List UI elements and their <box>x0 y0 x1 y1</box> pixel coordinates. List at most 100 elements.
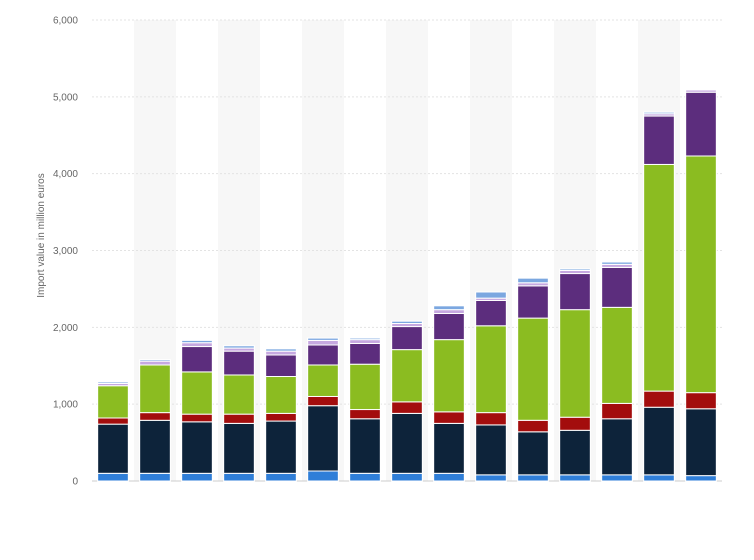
bar-0-segment-1[interactable] <box>97 423 129 474</box>
bar-2-segment-6[interactable] <box>181 339 213 344</box>
bar-2-segment-0[interactable] <box>181 472 213 482</box>
bar-9-segment-2[interactable] <box>475 412 507 426</box>
bar-10-segment-4[interactable] <box>517 285 549 319</box>
bar-7-segment-1[interactable] <box>391 412 423 474</box>
bar-4-segment-6[interactable] <box>265 348 297 352</box>
bar-2-segment-5[interactable] <box>181 342 213 348</box>
bar-12-segment-2[interactable] <box>601 402 633 420</box>
bar-14-segment-1[interactable] <box>685 408 717 477</box>
bar-14-segment-6[interactable] <box>685 88 717 91</box>
bar-3-segment-3[interactable] <box>223 374 255 415</box>
bar-1-segment-5[interactable] <box>139 360 171 366</box>
bar-0-segment-3[interactable] <box>97 385 129 419</box>
bar-6-segment-2[interactable] <box>349 409 381 420</box>
bar-11-segment-6[interactable] <box>559 268 591 271</box>
bar-8-segment-4[interactable] <box>433 313 465 341</box>
bar-2-segment-3[interactable] <box>181 371 213 415</box>
bar-1-segment-2[interactable] <box>139 412 171 421</box>
bar-8-segment-0[interactable] <box>433 472 465 482</box>
bar-5-segment-6[interactable] <box>307 337 339 341</box>
bar-8-segment-6[interactable] <box>433 305 465 311</box>
bar-13-segment-2[interactable] <box>643 390 675 408</box>
y-tick-label-0: 0 <box>72 477 78 488</box>
bar-12-segment-0[interactable] <box>601 474 633 482</box>
bar-4-segment-3[interactable] <box>265 376 297 414</box>
bar-0-segment-6[interactable] <box>97 381 129 384</box>
bar-11-segment-0[interactable] <box>559 474 591 482</box>
bar-14-segment-2[interactable] <box>685 392 717 410</box>
bar-7-segment-6[interactable] <box>391 320 423 325</box>
bar-12-segment-6[interactable] <box>601 261 633 265</box>
bar-6-segment-5[interactable] <box>349 339 381 344</box>
bar-13-segment-3[interactable] <box>643 163 675 392</box>
bar-12-segment-4[interactable] <box>601 266 633 308</box>
bar-4-segment-2[interactable] <box>265 412 297 422</box>
bar-10-segment-6[interactable] <box>517 277 549 284</box>
bar-4-segment-1[interactable] <box>265 420 297 474</box>
bar-9-segment-6[interactable] <box>475 291 507 299</box>
bar-7-segment-2[interactable] <box>391 401 423 414</box>
bar-9-segment-4[interactable] <box>475 299 507 327</box>
bar-1-segment-3[interactable] <box>139 364 171 414</box>
bar-12-segment-1[interactable] <box>601 418 633 476</box>
bar-10-segment-1[interactable] <box>517 431 549 476</box>
bar-4-segment-0[interactable] <box>265 472 297 482</box>
y-tick-label-6000: 6,000 <box>53 16 78 27</box>
bar-7-segment-0[interactable] <box>391 472 423 482</box>
bar-8-segment-5[interactable] <box>433 309 465 315</box>
bar-13-segment-1[interactable] <box>643 406 675 476</box>
bar-11-segment-4[interactable] <box>559 273 591 311</box>
bar-2-segment-2[interactable] <box>181 413 213 423</box>
bar-10-segment-3[interactable] <box>517 317 549 421</box>
bar-14-segment-4[interactable] <box>685 91 717 157</box>
bar-10-segment-2[interactable] <box>517 419 549 433</box>
bar-1-segment-1[interactable] <box>139 419 171 474</box>
bar-6-segment-0[interactable] <box>349 472 381 482</box>
y-tick-label-4000: 4,000 <box>53 169 78 180</box>
bar-3-segment-1[interactable] <box>223 422 255 474</box>
bar-4-segment-5[interactable] <box>265 350 297 356</box>
bar-2-segment-4[interactable] <box>181 346 213 373</box>
bar-14-segment-0[interactable] <box>685 475 717 482</box>
bar-11-segment-1[interactable] <box>559 429 591 476</box>
bar-11-segment-2[interactable] <box>559 416 591 431</box>
bar-6-segment-1[interactable] <box>349 418 381 474</box>
bar-14-segment-3[interactable] <box>685 155 717 394</box>
bar-5-segment-5[interactable] <box>307 339 339 346</box>
bar-3-segment-6[interactable] <box>223 345 255 349</box>
bar-5-segment-2[interactable] <box>307 395 339 407</box>
bar-0-segment-0[interactable] <box>97 472 129 482</box>
y-tick-label-1000: 1,000 <box>53 400 78 411</box>
bar-8-segment-2[interactable] <box>433 411 465 424</box>
bar-4-segment-4[interactable] <box>265 354 297 377</box>
bar-9-segment-0[interactable] <box>475 474 507 482</box>
bar-9-segment-1[interactable] <box>475 424 507 476</box>
bar-6-segment-4[interactable] <box>349 342 381 365</box>
bar-5-segment-0[interactable] <box>307 470 339 482</box>
bar-2-segment-1[interactable] <box>181 421 213 474</box>
bar-9-segment-3[interactable] <box>475 325 507 414</box>
bar-1-segment-0[interactable] <box>139 472 171 482</box>
bar-13-segment-4[interactable] <box>643 115 675 165</box>
bar-3-segment-2[interactable] <box>223 413 255 424</box>
bar-3-segment-0[interactable] <box>223 472 255 482</box>
bar-3-segment-4[interactable] <box>223 350 255 376</box>
bar-12-segment-3[interactable] <box>601 306 633 404</box>
bar-10-segment-0[interactable] <box>517 474 549 482</box>
bar-7-segment-3[interactable] <box>391 349 423 403</box>
bar-5-segment-3[interactable] <box>307 364 339 397</box>
bar-5-segment-1[interactable] <box>307 405 339 472</box>
bar-0-segment-2[interactable] <box>97 417 129 425</box>
bar-11-segment-3[interactable] <box>559 309 591 418</box>
bar-8-segment-3[interactable] <box>433 339 465 413</box>
bar-5-segment-4[interactable] <box>307 344 339 366</box>
bar-7-segment-4[interactable] <box>391 326 423 351</box>
bar-13-segment-6[interactable] <box>643 111 675 115</box>
bar-13-segment-0[interactable] <box>643 474 675 482</box>
bar-8-segment-1[interactable] <box>433 422 465 474</box>
bar-6-segment-6[interactable] <box>349 337 381 341</box>
bar-6-segment-3[interactable] <box>349 363 381 411</box>
bar-1-segment-6[interactable] <box>139 359 171 362</box>
